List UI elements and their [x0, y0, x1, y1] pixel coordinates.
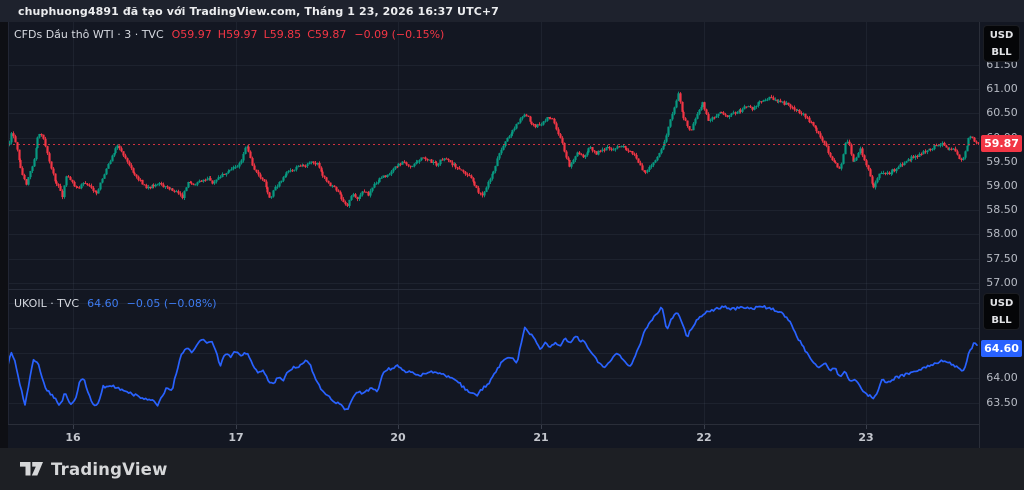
price-scale-border	[979, 22, 980, 448]
ukoil-change-value: −0.05 (−0.08%)	[126, 297, 217, 310]
ukoil-pane[interactable]: UKOIL · TVC 64.60 −0.05 (−0.08%)	[8, 290, 979, 424]
ukoil-legend: UKOIL · TVC 64.60 −0.05 (−0.08%)	[14, 297, 217, 310]
time-axis-tick	[398, 425, 399, 429]
wti-open-value: O59.97	[171, 28, 212, 41]
ukoil-unit-measure: BLL	[991, 315, 1012, 326]
price-tick-label: 64.00	[986, 371, 1018, 384]
time-axis-label: 23	[858, 431, 874, 444]
time-axis-label: 17	[228, 431, 244, 444]
time-axis-tick	[236, 425, 237, 429]
wti-legend: CFDs Dầu thô WTI · 3 · TVC O59.97 H59.97…	[14, 28, 444, 41]
time-axis-separator	[8, 424, 1024, 425]
wti-unit-currency: USD	[989, 30, 1014, 41]
price-tick-label: 61.00	[986, 82, 1018, 96]
price-tick-label: 58.50	[986, 203, 1018, 217]
time-axis-label: 20	[390, 431, 406, 444]
ukoil-symbol-title[interactable]: UKOIL · TVC	[14, 297, 80, 310]
attribution-text: chuphuong4891 đã tạo với TradingView.com…	[18, 4, 499, 18]
tradingview-logo-text: TradingView	[51, 459, 168, 479]
wti-symbol-title[interactable]: CFDs Dầu thô WTI · 3 · TVC	[14, 28, 164, 41]
wti-last-price-badge: 59.87	[981, 135, 1022, 152]
wti-unit-measure: BLL	[991, 47, 1012, 58]
pane-separator[interactable]	[8, 289, 1024, 290]
plot-left-border	[8, 22, 9, 424]
price-tick-label: 60.50	[986, 106, 1018, 120]
price-tick-label: 58.00	[986, 227, 1018, 241]
wti-change-value: −0.09 (−0.15%)	[354, 28, 445, 41]
price-tick-label: 59.50	[986, 154, 1018, 168]
time-axis-tick	[704, 425, 705, 429]
price-tick-label: 57.50	[986, 251, 1018, 265]
wti-unit-badge: USD BLL	[983, 25, 1020, 62]
ukoil-line-canvas[interactable]	[8, 290, 979, 424]
tradingview-logo-link[interactable]: TradingView	[20, 460, 168, 479]
price-tick-label: 59.00	[986, 179, 1018, 192]
wti-pane[interactable]: CFDs Dầu thô WTI · 3 · TVC O59.97 H59.97…	[8, 22, 979, 289]
time-axis-label: 21	[533, 431, 549, 444]
wti-high-value: H59.97	[217, 28, 258, 41]
price-scale[interactable]: 63.5064.0064.5057.0057.5058.0058.5059.00…	[980, 22, 1024, 448]
price-tick-label: 57.00	[986, 275, 1018, 289]
ukoil-last-price-badge: 64.60	[981, 340, 1022, 357]
ukoil-unit-currency: USD	[989, 298, 1014, 309]
time-axis-label: 16	[65, 431, 81, 444]
tradingview-logo-icon	[20, 462, 43, 476]
time-axis-tick	[866, 425, 867, 429]
wti-candles-canvas[interactable]	[8, 22, 979, 289]
wti-low-value: L59.85	[263, 28, 302, 41]
time-axis[interactable]: 16 17 20 21 22 23	[8, 425, 979, 448]
wti-close-value: C59.87	[307, 28, 347, 41]
wti-last-price-line	[8, 144, 979, 145]
branding-bar: TradingView	[0, 448, 1024, 490]
attribution-bar: chuphuong4891 đã tạo với TradingView.com…	[0, 0, 1024, 22]
time-axis-tick	[541, 425, 542, 429]
left-edge-strip	[0, 22, 8, 448]
time-axis-label: 22	[696, 431, 712, 444]
time-axis-tick	[73, 425, 74, 429]
price-tick-label: 63.50	[986, 396, 1018, 409]
ukoil-last-value: 64.60	[87, 297, 119, 310]
ukoil-unit-badge: USD BLL	[983, 293, 1020, 330]
